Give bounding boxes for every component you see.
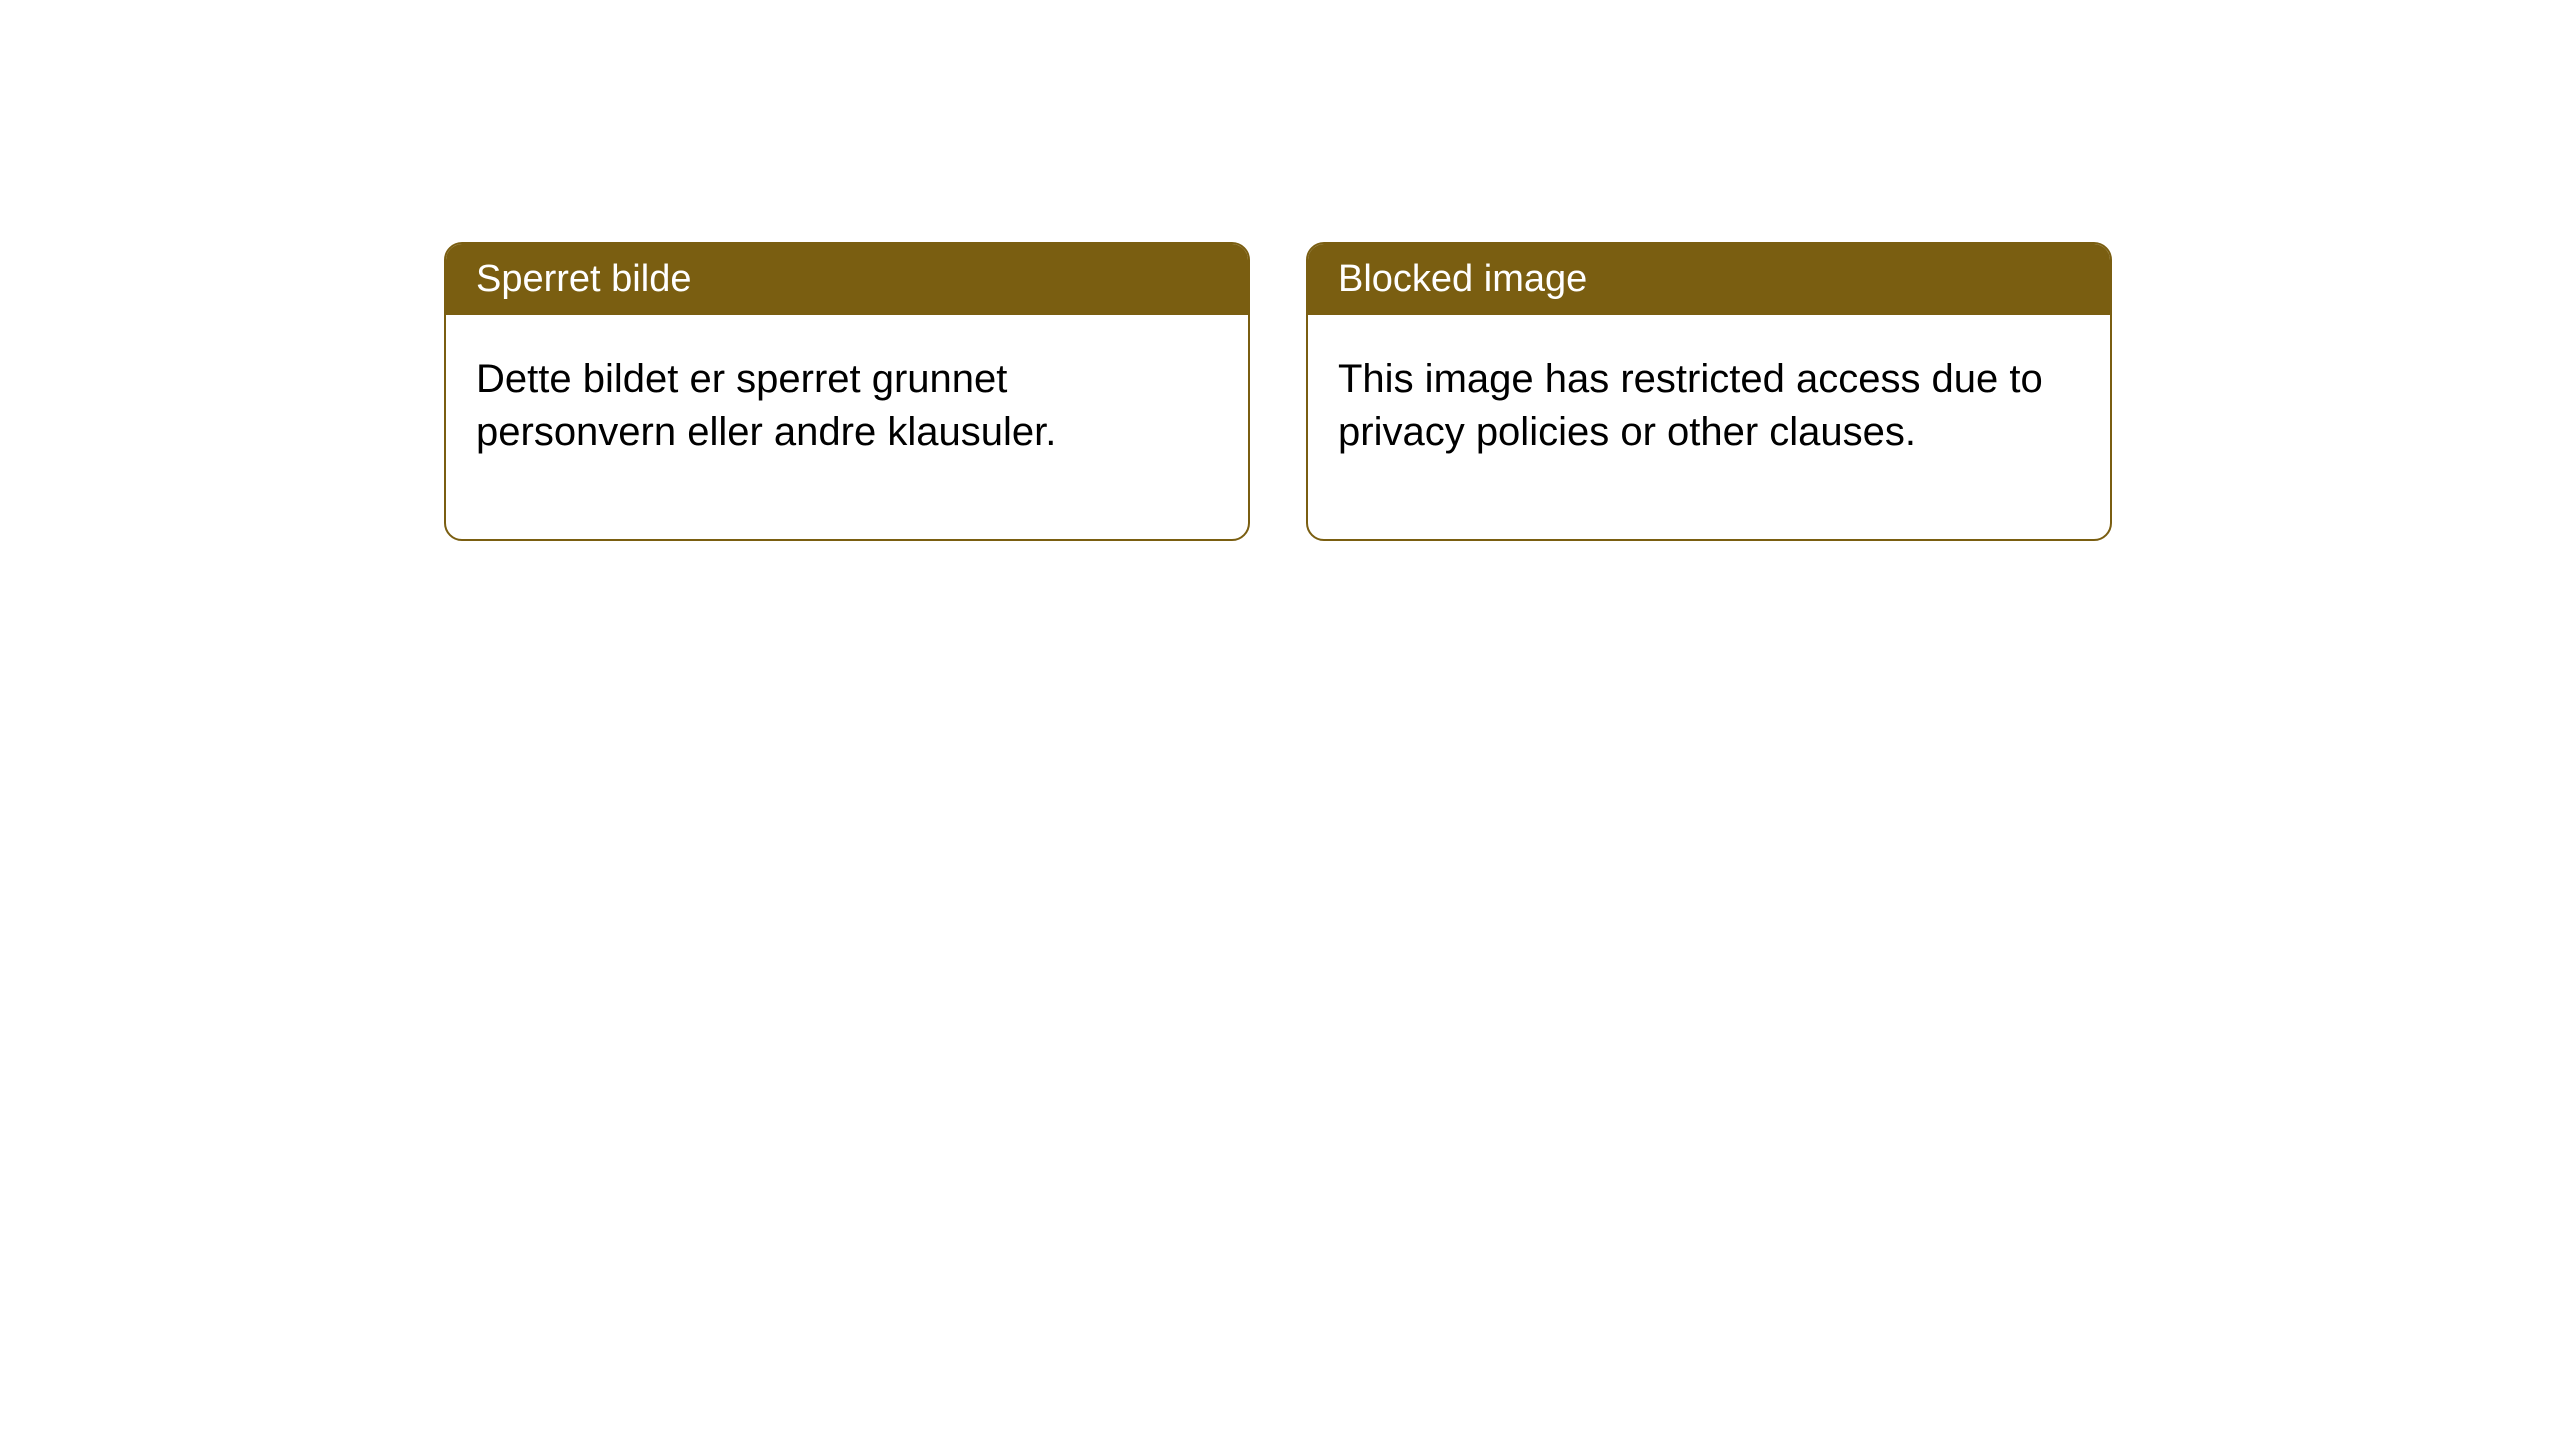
notice-container: Sperret bilde Dette bildet er sperret gr… [444,242,2112,541]
notice-body-english: This image has restricted access due to … [1308,315,2110,539]
notice-card-english: Blocked image This image has restricted … [1306,242,2112,541]
notice-title-norwegian: Sperret bilde [446,244,1248,315]
notice-card-norwegian: Sperret bilde Dette bildet er sperret gr… [444,242,1250,541]
notice-body-norwegian: Dette bildet er sperret grunnet personve… [446,315,1248,539]
notice-title-english: Blocked image [1308,244,2110,315]
